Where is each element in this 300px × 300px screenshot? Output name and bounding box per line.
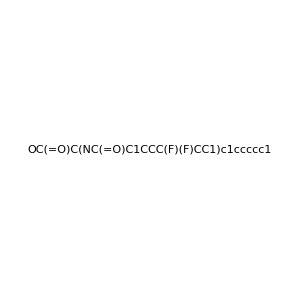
Text: OC(=O)C(NC(=O)C1CCC(F)(F)CC1)c1ccccc1: OC(=O)C(NC(=O)C1CCC(F)(F)CC1)c1ccccc1 [28,145,272,155]
